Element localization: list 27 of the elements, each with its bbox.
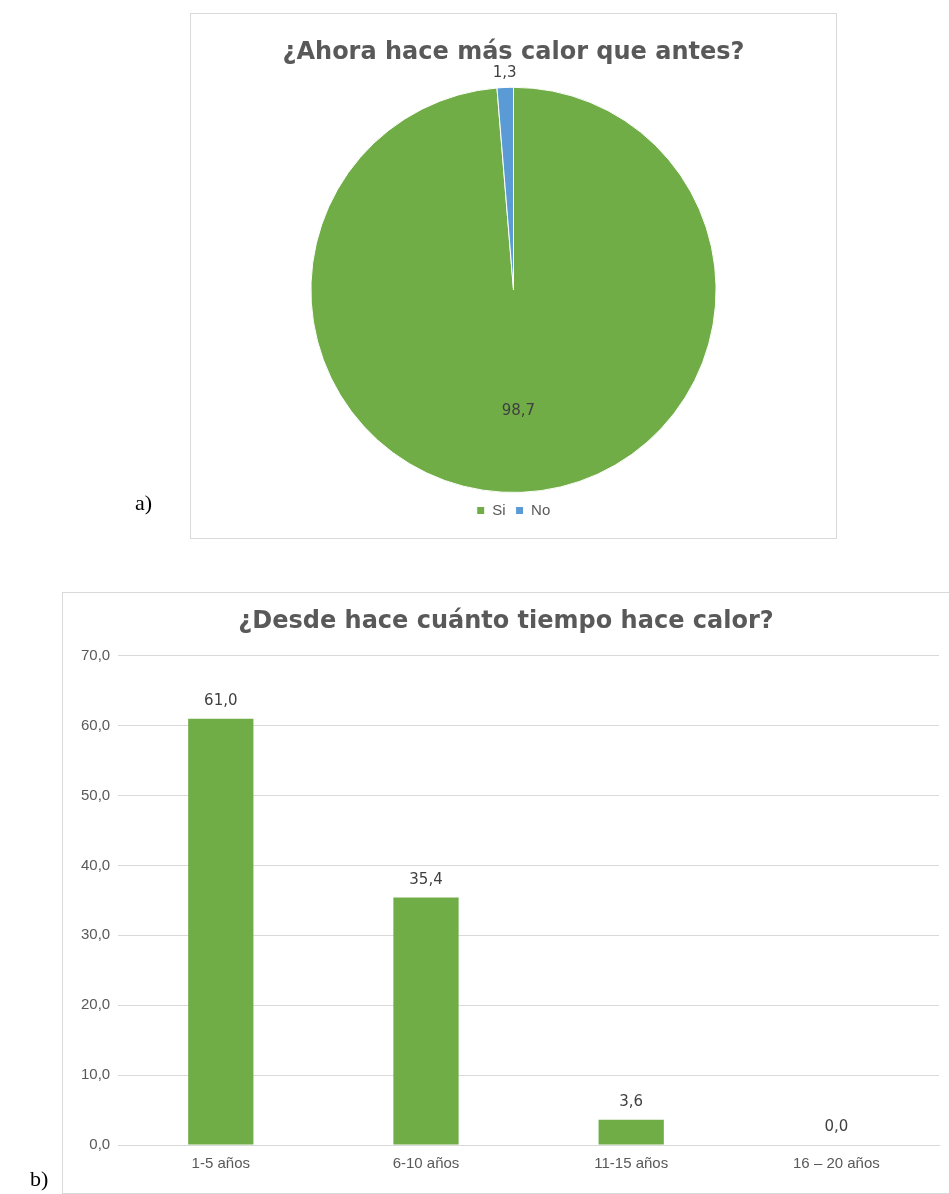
text: a) — [135, 490, 153, 516]
chart-title: ¿Desde hace cuánto tiempo hace calor? — [238, 605, 774, 634]
text: b) — [30, 1166, 49, 1192]
data-label: 61,0 — [204, 691, 238, 710]
bar — [393, 897, 459, 1145]
data-label: 35,4 — [409, 870, 443, 888]
x-tick-label: 11-15 años — [594, 1154, 669, 1172]
y-tick-label: 20,0 — [80, 995, 111, 1013]
x-tick-label: 16 – 20 años — [793, 1154, 880, 1172]
y-tick-label: 30,0 — [80, 925, 111, 943]
y-tick-label: 10,0 — [80, 1065, 111, 1083]
data-label: 98,7 — [501, 401, 536, 420]
x-tick-label: 6-10 años — [392, 1154, 460, 1172]
chart-title: ¿Ahora hace más calor que antes? — [282, 36, 745, 65]
y-tick-label: 70,0 — [80, 645, 111, 663]
bar — [188, 718, 254, 1145]
y-tick-label: 40,0 — [80, 855, 111, 873]
y-tick-label: 50,0 — [80, 785, 111, 803]
y-tick-label: 60,0 — [80, 715, 111, 733]
x-tick-label: 1-5 años — [191, 1154, 250, 1172]
bar — [598, 1119, 664, 1145]
legend-label: Si — [492, 500, 506, 518]
y-tick-label: 0,0 — [89, 1135, 111, 1153]
data-label: 3,6 — [619, 1092, 644, 1111]
data-label: 1,3 — [492, 63, 517, 82]
legend-label: No — [531, 500, 551, 518]
data-label: 0,0 — [824, 1117, 849, 1136]
